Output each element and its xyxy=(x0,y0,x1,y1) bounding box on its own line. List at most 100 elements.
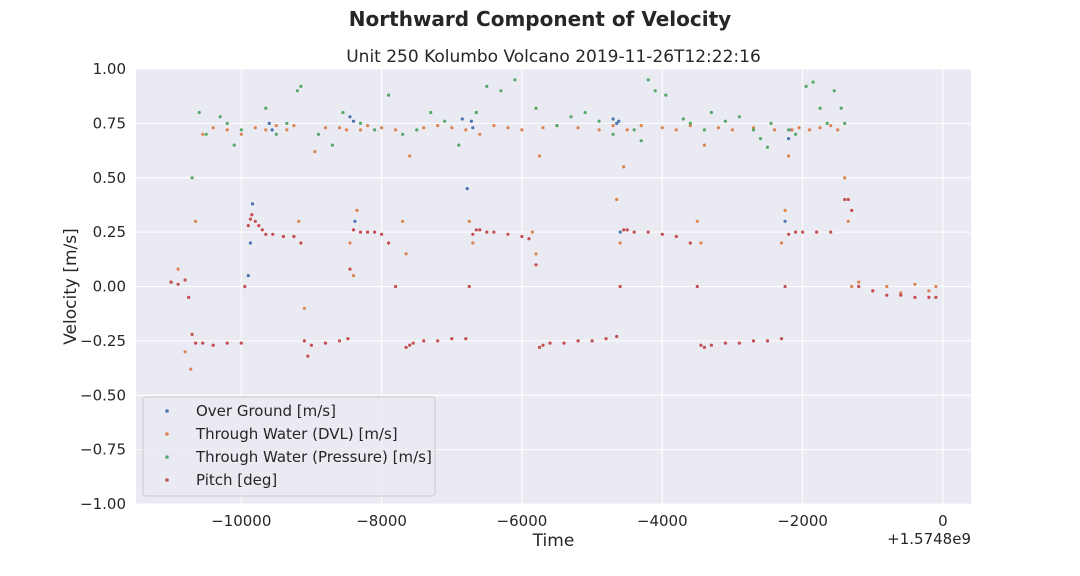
data-point xyxy=(408,154,412,158)
x-tick-label: −4000 xyxy=(637,512,688,530)
data-point xyxy=(344,128,349,132)
data-point xyxy=(618,230,622,234)
data-point xyxy=(404,345,408,349)
data-point xyxy=(829,124,833,128)
data-point xyxy=(632,128,636,132)
data-point xyxy=(337,126,342,130)
data-point xyxy=(709,110,714,115)
data-point xyxy=(246,224,250,228)
data-point xyxy=(394,284,398,289)
data-point xyxy=(688,121,692,125)
data-point xyxy=(751,126,756,130)
data-point xyxy=(730,128,735,132)
data-point xyxy=(337,339,342,343)
data-point xyxy=(274,124,278,128)
legend-marker xyxy=(165,432,169,436)
data-point xyxy=(611,117,615,121)
data-point xyxy=(194,219,198,223)
data-point xyxy=(422,339,426,343)
data-point xyxy=(323,126,328,130)
data-point xyxy=(857,284,861,289)
y-tick-label: 0.50 xyxy=(93,169,126,187)
data-point xyxy=(401,132,405,136)
data-point xyxy=(597,119,601,123)
data-point xyxy=(555,124,559,128)
data-point xyxy=(197,110,201,115)
data-point xyxy=(436,339,440,343)
data-point xyxy=(422,126,426,130)
data-point xyxy=(351,274,356,278)
data-point xyxy=(622,165,626,169)
data-point xyxy=(843,121,847,125)
data-point xyxy=(794,132,798,136)
data-point xyxy=(225,341,229,345)
data-point xyxy=(309,343,313,347)
data-point xyxy=(765,145,770,149)
data-point xyxy=(264,128,268,132)
data-point xyxy=(537,345,542,349)
data-point xyxy=(836,128,840,132)
data-point xyxy=(471,232,475,236)
data-point xyxy=(688,241,692,245)
data-point xyxy=(576,126,580,130)
data-point xyxy=(394,128,398,132)
data-point xyxy=(783,219,787,223)
data-point xyxy=(846,219,850,223)
data-point xyxy=(358,230,363,234)
data-point xyxy=(248,217,252,221)
data-point xyxy=(794,230,798,234)
data-point xyxy=(366,230,370,234)
data-point xyxy=(843,176,847,180)
data-point xyxy=(765,339,770,343)
data-point xyxy=(469,119,473,123)
data-point xyxy=(772,128,777,132)
data-point xyxy=(225,128,229,132)
data-point xyxy=(885,293,889,297)
data-point xyxy=(183,278,187,282)
data-point xyxy=(737,115,742,119)
data-point xyxy=(499,89,503,93)
data-point xyxy=(618,241,622,245)
data-point xyxy=(818,106,822,110)
data-point xyxy=(783,208,787,212)
x-tick-label: −8000 xyxy=(356,512,407,530)
data-point xyxy=(520,128,524,132)
data-point xyxy=(604,337,608,341)
data-point xyxy=(527,237,531,241)
data-point xyxy=(401,219,405,223)
data-point xyxy=(189,367,193,371)
data-point xyxy=(292,124,296,128)
legend-marker xyxy=(165,409,169,413)
grid xyxy=(136,68,971,505)
data-point xyxy=(478,228,482,232)
data-point xyxy=(248,241,252,245)
data-point xyxy=(617,119,621,123)
data-point xyxy=(346,337,350,341)
legend: Over Ground [m/s] Through Water (DVL) [m/… xyxy=(142,396,436,497)
data-point xyxy=(471,241,475,245)
data-point xyxy=(464,128,468,132)
data-point xyxy=(625,128,629,132)
data-point xyxy=(250,202,255,206)
data-point xyxy=(176,282,180,286)
data-point xyxy=(688,124,692,128)
data-point xyxy=(664,93,668,97)
data-point xyxy=(829,230,833,234)
tick-labels: −10000 −8000 −6000 −4000 −2000 0 1.00 0.75 0.50 0… xyxy=(80,60,948,530)
data-point xyxy=(465,187,469,191)
data-point xyxy=(506,232,510,236)
data-point xyxy=(471,126,475,130)
data-point xyxy=(702,345,707,349)
data-point xyxy=(632,230,636,234)
data-point xyxy=(270,128,274,132)
data-point xyxy=(387,93,391,97)
data-point xyxy=(253,219,257,223)
data-point xyxy=(615,121,619,125)
data-point xyxy=(299,84,303,88)
data-point xyxy=(569,115,573,119)
data-point xyxy=(411,341,415,345)
data-point xyxy=(839,106,843,110)
legend-label: Through Water (Pressure) [m/s] xyxy=(195,448,432,466)
data-point xyxy=(443,119,447,123)
